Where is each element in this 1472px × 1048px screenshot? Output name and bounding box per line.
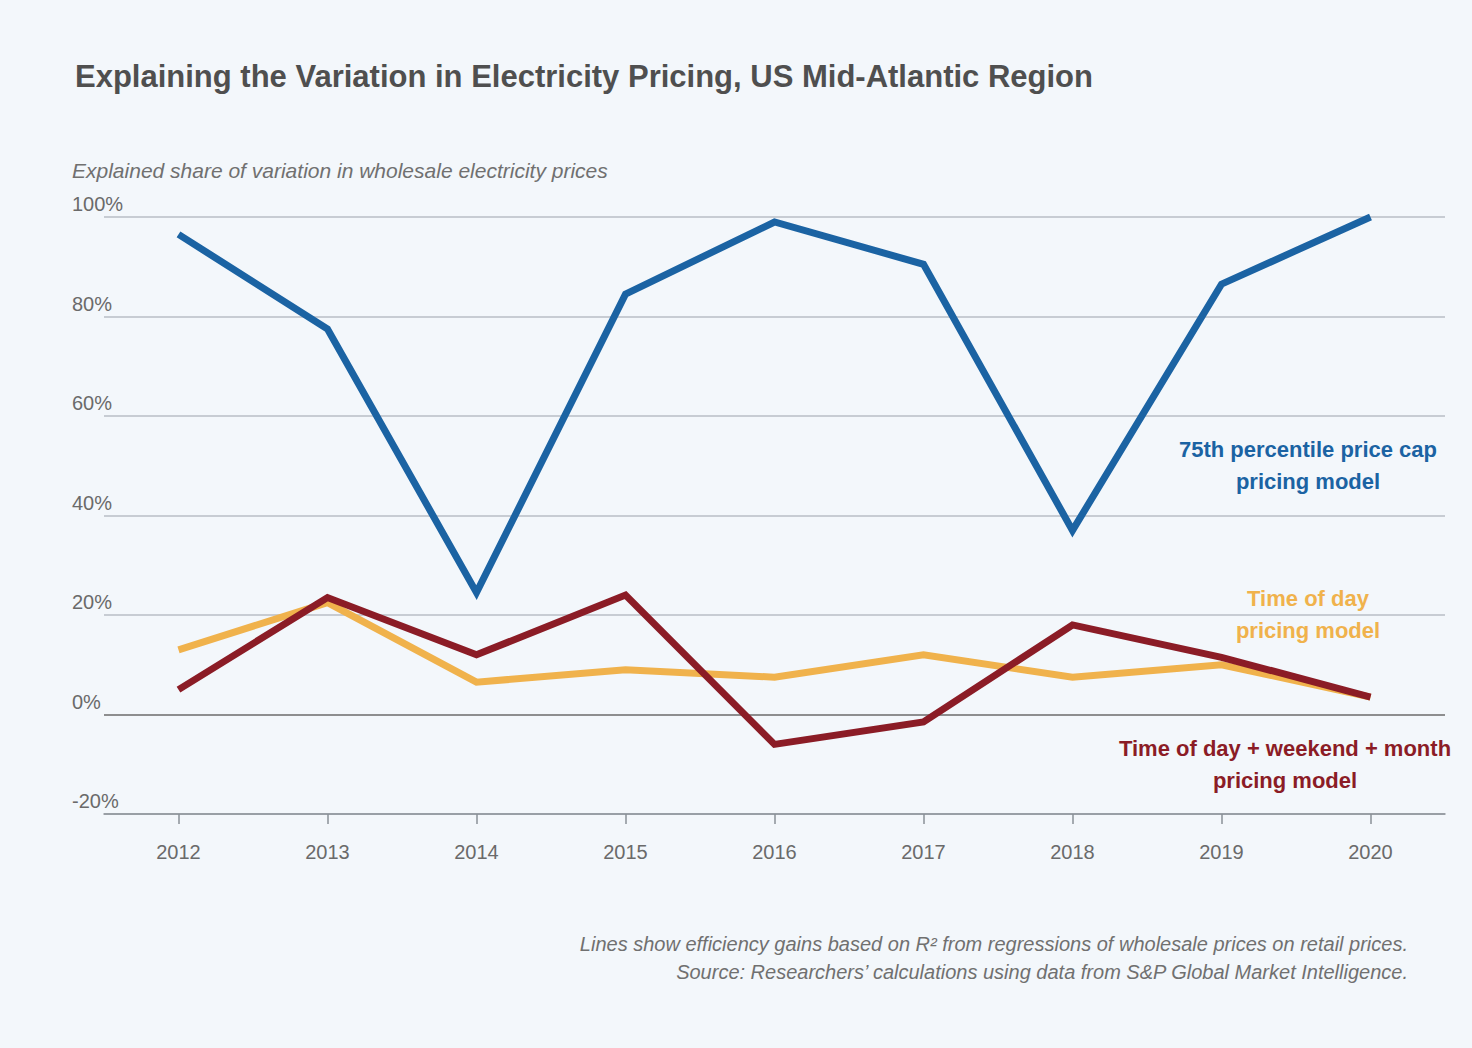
svg-text:-20%: -20% — [72, 790, 119, 812]
svg-text:Explained share of variation i: Explained share of variation in wholesal… — [72, 159, 608, 182]
svg-text:2014: 2014 — [454, 841, 499, 863]
svg-text:2019: 2019 — [1199, 841, 1244, 863]
svg-text:Explaining the Variation in El: Explaining the Variation in Electricity … — [75, 59, 1093, 94]
svg-text:Time of day: Time of day — [1247, 586, 1370, 611]
svg-text:pricing model: pricing model — [1236, 469, 1380, 494]
svg-text:100%: 100% — [72, 193, 123, 215]
svg-text:2017: 2017 — [901, 841, 946, 863]
svg-text:2015: 2015 — [603, 841, 648, 863]
svg-text:60%: 60% — [72, 392, 112, 414]
svg-text:pricing model: pricing model — [1213, 768, 1357, 793]
svg-text:80%: 80% — [72, 293, 112, 315]
svg-text:Time of day + weekend + month: Time of day + weekend + month — [1119, 736, 1451, 761]
svg-text:2018: 2018 — [1050, 841, 1095, 863]
svg-text:2012: 2012 — [156, 841, 201, 863]
svg-text:0%: 0% — [72, 691, 101, 713]
svg-text:20%: 20% — [72, 591, 112, 613]
svg-text:2013: 2013 — [305, 841, 350, 863]
svg-text:2016: 2016 — [752, 841, 797, 863]
svg-text:2020: 2020 — [1348, 841, 1393, 863]
svg-text:Source: Researchers’ calculati: Source: Researchers’ calculations using … — [676, 961, 1408, 983]
svg-text:pricing model: pricing model — [1236, 618, 1380, 643]
svg-text:Lines show efficiency gains ba: Lines show efficiency gains based on R² … — [580, 933, 1408, 955]
svg-text:40%: 40% — [72, 492, 112, 514]
svg-text:75th percentile price cap: 75th percentile price cap — [1179, 437, 1437, 462]
